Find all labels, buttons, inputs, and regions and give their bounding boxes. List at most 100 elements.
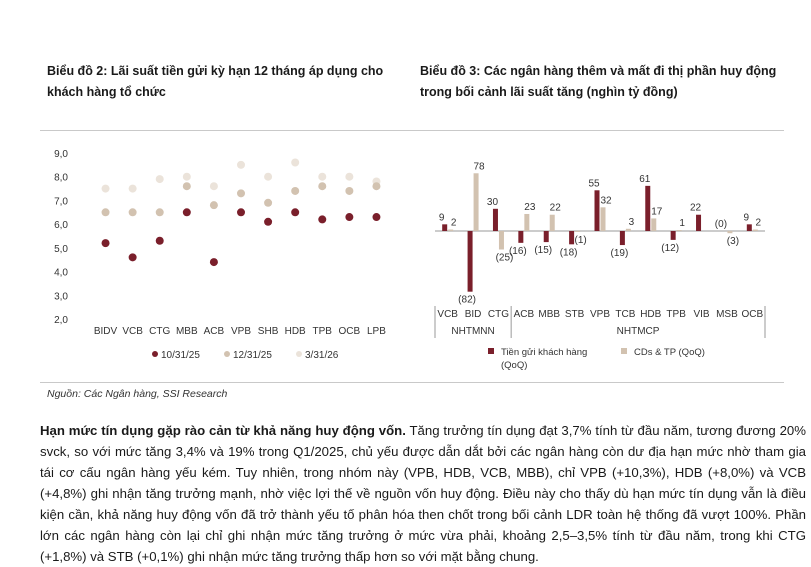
x-tick-label: VPB	[590, 309, 610, 320]
x-tick-label: CTG	[149, 326, 170, 337]
chart3-title: Biểu đồ 3: Các ngân hàng thêm và mất đi …	[420, 64, 777, 99]
scatter-point	[237, 189, 245, 198]
x-tick-label: ACB	[514, 309, 535, 320]
bar	[569, 231, 575, 245]
data-label: (82)	[458, 295, 476, 306]
scatter-point	[345, 213, 354, 222]
data-label: 32	[600, 195, 612, 206]
legend-marker	[152, 351, 158, 357]
legend-label: 12/31/25	[233, 350, 272, 361]
scatter-point	[264, 217, 273, 226]
y-tick-label: 2,0	[54, 315, 68, 326]
bar	[518, 231, 524, 243]
x-tick-label: SHB	[258, 326, 279, 337]
y-tick-label: 5,0	[54, 244, 68, 255]
x-tick-label: OCB	[339, 326, 361, 337]
x-tick-label: MBB	[176, 326, 198, 337]
group-label: NHTMCP	[617, 326, 660, 337]
bar	[467, 231, 473, 292]
scatter-point	[345, 186, 354, 195]
bar	[600, 207, 606, 231]
scatter-point	[128, 184, 137, 193]
legend-marker	[296, 351, 302, 357]
scatter-point	[182, 182, 191, 191]
x-tick-label: TCB	[615, 309, 635, 320]
scatter-point	[318, 182, 327, 191]
data-label: 3	[629, 217, 635, 228]
bar	[442, 224, 448, 231]
data-label: 61	[639, 174, 651, 185]
y-tick-label: 7,0	[54, 196, 68, 207]
legend-label-sub: (QoQ)	[501, 360, 527, 371]
x-tick-label: TPB	[666, 309, 686, 320]
bar	[543, 231, 549, 243]
scatter-point	[291, 208, 300, 217]
scatter-point	[182, 208, 191, 217]
data-label: 78	[474, 161, 486, 172]
scatter-point	[264, 172, 273, 181]
data-label: (18)	[560, 247, 578, 258]
legend-marker	[488, 348, 494, 354]
x-tick-label: LPB	[367, 326, 386, 337]
bottom-divider	[40, 382, 784, 383]
bar	[670, 231, 676, 240]
scatter-point	[209, 201, 218, 210]
data-label: (19)	[610, 248, 628, 259]
data-label: 9	[439, 212, 445, 223]
scatter-point	[155, 208, 164, 217]
scatter-point	[237, 160, 245, 169]
data-label: (16)	[509, 246, 527, 257]
y-tick-label: 3,0	[54, 291, 68, 302]
legend-marker	[621, 348, 627, 354]
scatter-point	[345, 172, 354, 181]
x-tick-label: BID	[465, 309, 482, 320]
scatter-point	[209, 182, 218, 191]
legend-label: CDs & TP (QoQ)	[634, 347, 705, 358]
legend-label: 10/31/25	[161, 350, 200, 361]
scatter-point	[372, 213, 381, 222]
data-label: 9	[744, 212, 750, 223]
y-tick-label: 8,0	[54, 173, 68, 184]
scatter-point	[128, 253, 137, 262]
data-label: 2	[756, 218, 762, 229]
data-label: (15)	[534, 245, 552, 256]
bar	[524, 213, 530, 231]
scatter-point	[291, 186, 300, 195]
legend-label: 3/31/26	[305, 350, 339, 361]
bar	[594, 190, 600, 231]
x-tick-label: HDB	[640, 309, 661, 320]
x-tick-label: TPB	[313, 326, 333, 337]
x-tick-label: HDB	[285, 326, 306, 337]
x-tick-label: VIB	[693, 309, 709, 320]
scatter-point	[101, 239, 110, 248]
scatter-point	[318, 172, 327, 181]
top-divider	[40, 130, 784, 131]
y-tick-label: 9,0	[54, 149, 68, 160]
bar	[752, 229, 758, 231]
legend-label: Tiền gửi khách hàng	[501, 347, 587, 358]
body-paragraph: Hạn mức tín dụng gặp rào cản từ khả năng…	[40, 420, 806, 567]
data-label: 55	[588, 178, 600, 189]
scatter-point	[182, 172, 191, 181]
x-tick-label: VPB	[231, 326, 251, 337]
scatter-point	[155, 236, 164, 245]
bar	[549, 214, 555, 231]
data-label: 2	[451, 218, 457, 229]
bar	[645, 185, 651, 231]
x-tick-label: ACB	[204, 326, 225, 337]
bar	[498, 231, 504, 250]
bar	[727, 231, 733, 234]
paragraph-lead: Hạn mức tín dụng gặp rào cản từ khả năng…	[40, 423, 406, 438]
bar	[696, 214, 702, 231]
scatter-point	[209, 258, 218, 267]
data-label: (1)	[574, 235, 586, 246]
data-label: 22	[690, 203, 702, 214]
bar	[575, 231, 581, 232]
scatter-point	[101, 208, 110, 217]
paragraph-body: Tăng trưởng tín dụng đạt 3,7% tính từ đầ…	[40, 423, 806, 564]
scatter-point	[155, 175, 164, 184]
bar	[651, 218, 657, 231]
data-label: (12)	[661, 243, 679, 254]
x-tick-label: VCB	[122, 326, 143, 337]
x-tick-label: MSB	[716, 309, 738, 320]
